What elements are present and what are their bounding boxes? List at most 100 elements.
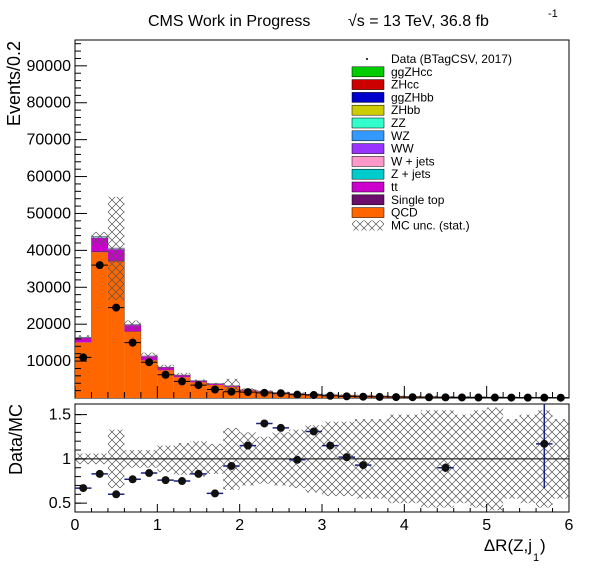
ratio-point: [326, 442, 334, 450]
data-point: [96, 261, 104, 269]
legend-marker: [366, 58, 368, 60]
ratio-point: [211, 489, 219, 497]
mc-unc-band: [108, 197, 124, 300]
top-y-tick-label: 40000: [27, 242, 72, 259]
data-point: [277, 389, 285, 397]
mc-unc-band: [141, 353, 157, 359]
x-tick-label: 3: [318, 517, 327, 534]
x-tick-label: 4: [400, 517, 409, 534]
legend-entry: Data (BTagCSV, 2017): [366, 52, 512, 66]
ratio-point: [162, 476, 170, 484]
top-y-tick-label: 80000: [27, 95, 72, 112]
x-axis-label: ΔR(Z,j: [484, 536, 532, 555]
legend-swatch: [352, 144, 384, 154]
legend: Data (BTagCSV, 2017)ggZHccZHccggZHbbZHbb…: [352, 52, 512, 232]
x-tick-label: 5: [482, 517, 491, 534]
data-point: [425, 393, 433, 401]
bar-qcd: [91, 252, 107, 398]
ratio-point: [293, 456, 301, 464]
data-point: [524, 394, 532, 402]
legend-swatch: [352, 105, 384, 115]
legend-swatch-hatch: [352, 220, 384, 230]
x-axis-label-close: ): [540, 536, 546, 555]
chart-title: CMS Work in Progress: [148, 13, 310, 30]
ratio-point: [277, 424, 285, 432]
ratio-y-axis-label: Data/MC: [6, 404, 26, 475]
data-point: [178, 377, 186, 385]
ratio-point: [310, 427, 318, 435]
data-point: [310, 391, 318, 399]
data-point: [162, 371, 170, 379]
data-point: [112, 304, 120, 312]
mc-unc-band: [124, 320, 140, 329]
top-y-tick-label: 30000: [27, 279, 72, 296]
x-tick-label: 0: [71, 517, 80, 534]
data-point: [227, 388, 235, 396]
data-point: [293, 391, 301, 399]
mc-unc-band: [91, 232, 107, 245]
legend-swatch: [352, 182, 384, 192]
data-point: [343, 392, 351, 400]
ratio-point: [260, 419, 268, 427]
ratio-point: [244, 442, 252, 450]
data-point: [458, 393, 466, 401]
ratio-point: [540, 440, 548, 448]
data-point: [540, 394, 548, 402]
ratio-point: [112, 490, 120, 498]
energy-lumi-label: √s = 13 TeV, 36.8 fb: [348, 13, 489, 30]
ratio-point: [227, 462, 235, 470]
lumi-exponent: -1: [548, 8, 558, 20]
legend-swatch: [352, 208, 384, 218]
ratio-point: [359, 461, 367, 469]
legend-swatch: [352, 131, 384, 141]
bar-qcd: [75, 343, 91, 398]
data-point: [145, 358, 153, 366]
data-point: [474, 394, 482, 402]
bar-single-top: [124, 331, 140, 332]
top-y-tick-label: 60000: [27, 169, 72, 186]
ratio-y-tick-label: 0.5: [49, 495, 71, 512]
legend-entry: MC unc. (stat.): [352, 218, 470, 232]
x-tick-label: 6: [565, 517, 574, 534]
top-y-tick-label: 50000: [27, 205, 72, 222]
top-y-tick-label: 70000: [27, 132, 72, 149]
data-point: [260, 389, 268, 397]
top-y-axis-label: Events/0.2: [4, 41, 24, 126]
data-point: [507, 394, 515, 402]
legend-entry: ZHbb: [352, 103, 421, 117]
data-point: [195, 381, 203, 389]
x-tick-label: 2: [235, 517, 244, 534]
mc-unc-band: [207, 383, 223, 385]
data-point: [442, 393, 450, 401]
ratio-point: [195, 470, 203, 478]
ratio-point: [343, 453, 351, 461]
ratio-y-tick-label: 1: [62, 451, 71, 468]
top-panel-frame: [75, 40, 569, 398]
x-axis-label-subscript: 1: [533, 552, 539, 564]
ratio-point: [96, 470, 104, 478]
data-point: [409, 393, 417, 401]
ratio-point: [442, 464, 450, 472]
x-tick-label: 1: [153, 517, 162, 534]
data-point: [557, 394, 565, 402]
legend-swatch: [352, 92, 384, 102]
legend-swatch: [352, 118, 384, 128]
data-point: [359, 393, 367, 401]
top-y-tick-label: 90000: [27, 58, 72, 75]
data-point: [326, 392, 334, 400]
top-y-tick-label: 20000: [27, 316, 72, 333]
ratio-point: [178, 477, 186, 485]
data-point: [244, 388, 252, 396]
ratio-unc-band: [256, 437, 272, 484]
data-point: [129, 339, 137, 347]
data-point: [211, 386, 219, 394]
data-point: [376, 393, 384, 401]
legend-swatch: [352, 195, 384, 205]
legend-swatch: [352, 169, 384, 179]
bar-single-top: [91, 251, 107, 252]
mc-unc-band: [174, 373, 190, 377]
legend-swatch: [352, 67, 384, 77]
mc-unc-band: [157, 365, 173, 370]
